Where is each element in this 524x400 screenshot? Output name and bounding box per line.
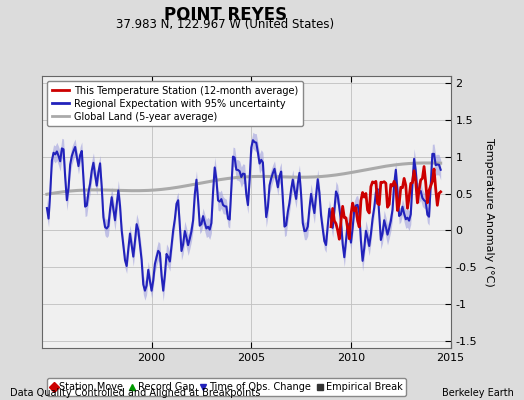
Legend: Station Move, Record Gap, Time of Obs. Change, Empirical Break: Station Move, Record Gap, Time of Obs. C… <box>47 378 406 396</box>
Y-axis label: Temperature Anomaly (°C): Temperature Anomaly (°C) <box>484 138 494 286</box>
Text: 37.983 N, 122.967 W (United States): 37.983 N, 122.967 W (United States) <box>116 18 334 31</box>
Text: Data Quality Controlled and Aligned at Breakpoints: Data Quality Controlled and Aligned at B… <box>10 388 261 398</box>
Text: POINT REYES: POINT REYES <box>164 6 287 24</box>
Text: Berkeley Earth: Berkeley Earth <box>442 388 514 398</box>
